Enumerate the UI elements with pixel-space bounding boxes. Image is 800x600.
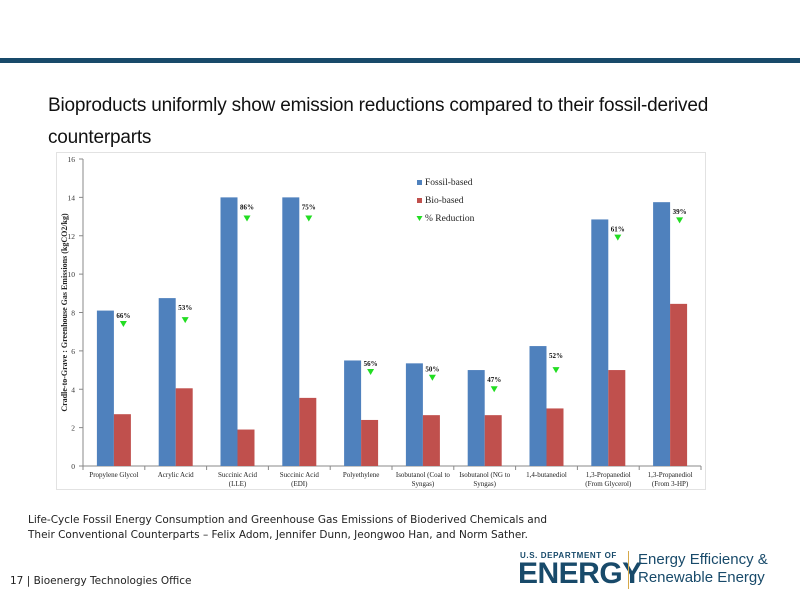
reduction-label: 47% (487, 376, 501, 384)
reduction-marker (490, 386, 498, 393)
chart-frame: 0 2 4 6 8 10 12 14 16 Cradle-to-Grave : Greenhous… (56, 152, 706, 490)
axes: 0 2 4 6 8 10 12 14 16 Cradle-to-Grave : Greenhous… (60, 155, 702, 488)
reduction-label: 61% (611, 225, 625, 233)
bars (96, 197, 688, 466)
bar-fossil-based (344, 360, 362, 466)
bar-bio-based (484, 415, 502, 466)
reduction-marker (676, 217, 684, 224)
bar-fossil-based (653, 202, 671, 466)
bar-bio-based (113, 414, 131, 466)
y-tick-label: 8 (71, 309, 75, 318)
reduction-label: 56% (364, 360, 378, 368)
y-axis-label: Cradle-to-Grave : Greenhouse Gas Emissio… (60, 213, 69, 412)
bar-bio-based (361, 419, 379, 466)
reduction-marker (428, 374, 436, 381)
x-category-label: Polyethylene (343, 471, 380, 479)
citation-line-2: Their Conventional Counterparts – Felix … (28, 529, 528, 541)
legend: Fossil-based Bio-based % Reduction (416, 178, 475, 224)
legend-bio-based-label: Bio-based (425, 196, 464, 206)
bar-fossil-based (467, 370, 485, 466)
x-category-label: Propylene Glycol (89, 471, 138, 479)
x-category-label: Syngas) (473, 480, 496, 488)
bar-fossil-based (405, 363, 423, 466)
legend-fossil-based-swatch (417, 180, 422, 185)
y-tick-label: 6 (71, 347, 75, 356)
x-category-label: (LLE) (229, 480, 247, 488)
x-category-label: Isobutanol (Coal to (396, 471, 451, 479)
reduction-marker (552, 367, 560, 374)
x-category-label: (From Glycerol) (585, 480, 632, 488)
y-tick-label: 14 (68, 193, 76, 202)
y-tick-label: 2 (71, 424, 75, 433)
slide-headline: Bioproducts uniformly show emission redu… (48, 95, 709, 148)
x-category-label: 1,3-Propanediol (648, 471, 693, 479)
bar-bio-based (422, 415, 440, 466)
bar-fossil-based (529, 346, 547, 466)
footer-page-label: 17 | Bioenergy Technologies Office (10, 575, 192, 587)
reduction-marker (243, 215, 251, 222)
logo-department-text: U.S. DEPARTMENT OF (520, 551, 617, 560)
y-tick-label: 0 (71, 462, 75, 471)
bar-bio-based (546, 408, 564, 466)
legend-bio-based-swatch (417, 198, 422, 203)
y-tick-label: 12 (68, 232, 76, 241)
reduction-label: 39% (673, 208, 687, 216)
reduction-marker (305, 215, 313, 222)
reduction-marker (181, 317, 189, 324)
logo-office-line-1: Energy Efficiency & (638, 551, 768, 568)
logo-energy-text: ENERGY (518, 557, 642, 590)
x-category-label: (From 3-HP) (652, 480, 689, 488)
bar-fossil-based (282, 197, 300, 466)
bar-bio-based (670, 303, 688, 466)
bar-fossil-based (96, 310, 114, 466)
bar-bio-based (175, 388, 193, 466)
legend-fossil-based-label: Fossil-based (425, 178, 473, 188)
bar-fossil-based (158, 298, 176, 466)
reduction-label: 75% (302, 203, 316, 211)
emissions-bar-chart: 0 2 4 6 8 10 12 14 16 Cradle-to-Grave : Greenhous… (60, 155, 702, 488)
y-tick-label: 16 (68, 155, 76, 164)
logo-office-line-2: Renewable Energy (638, 569, 765, 586)
x-category-label: 1,3-Propanediol (586, 471, 631, 479)
bar-fossil-based (220, 197, 238, 466)
reduction-marker (614, 234, 622, 241)
y-tick-label: 10 (68, 270, 76, 279)
x-category-label: (EDI) (291, 480, 308, 488)
reduction-label: 50% (425, 366, 439, 374)
bar-fossil-based (591, 219, 609, 466)
citation-line-1: Life-Cycle Fossil Energy Consumption and… (28, 514, 548, 526)
reduction-label: 86% (240, 203, 254, 211)
bar-bio-based (299, 397, 317, 466)
doe-eere-logo: U.S. DEPARTMENT OF ENERGY Energy Efficie… (518, 551, 798, 591)
reduction-markers: 66% 53% 86% 75% 56% 50% 47% 52% 61% 39% (116, 203, 687, 393)
x-category-label: Succinic Acid (218, 471, 258, 479)
legend-reduction-label: % Reduction (425, 214, 475, 224)
logo-divider (628, 551, 629, 589)
x-category-label: 1,4-butanediol (526, 471, 567, 479)
reduction-marker (119, 321, 127, 328)
bar-bio-based (237, 429, 255, 466)
bar-bio-based (608, 370, 626, 466)
y-tick-label: 4 (71, 385, 75, 394)
reduction-label: 66% (116, 312, 130, 320)
x-category-label: Acrylic Acid (158, 471, 194, 479)
reduction-label: 52% (549, 352, 563, 360)
x-category-label: Syngas) (412, 480, 435, 488)
x-category-label: Isobutanol (NG to (459, 471, 510, 479)
reduction-label: 53% (178, 304, 192, 312)
x-category-label: Succinic Acid (280, 471, 320, 479)
top-rule (0, 58, 800, 63)
citation: Life-Cycle Fossil Energy Consumption and… (28, 513, 548, 543)
legend-reduction-swatch (416, 216, 423, 221)
reduction-marker (367, 368, 375, 375)
logo-office-text: Energy Efficiency & Renewable Energy (638, 551, 768, 587)
